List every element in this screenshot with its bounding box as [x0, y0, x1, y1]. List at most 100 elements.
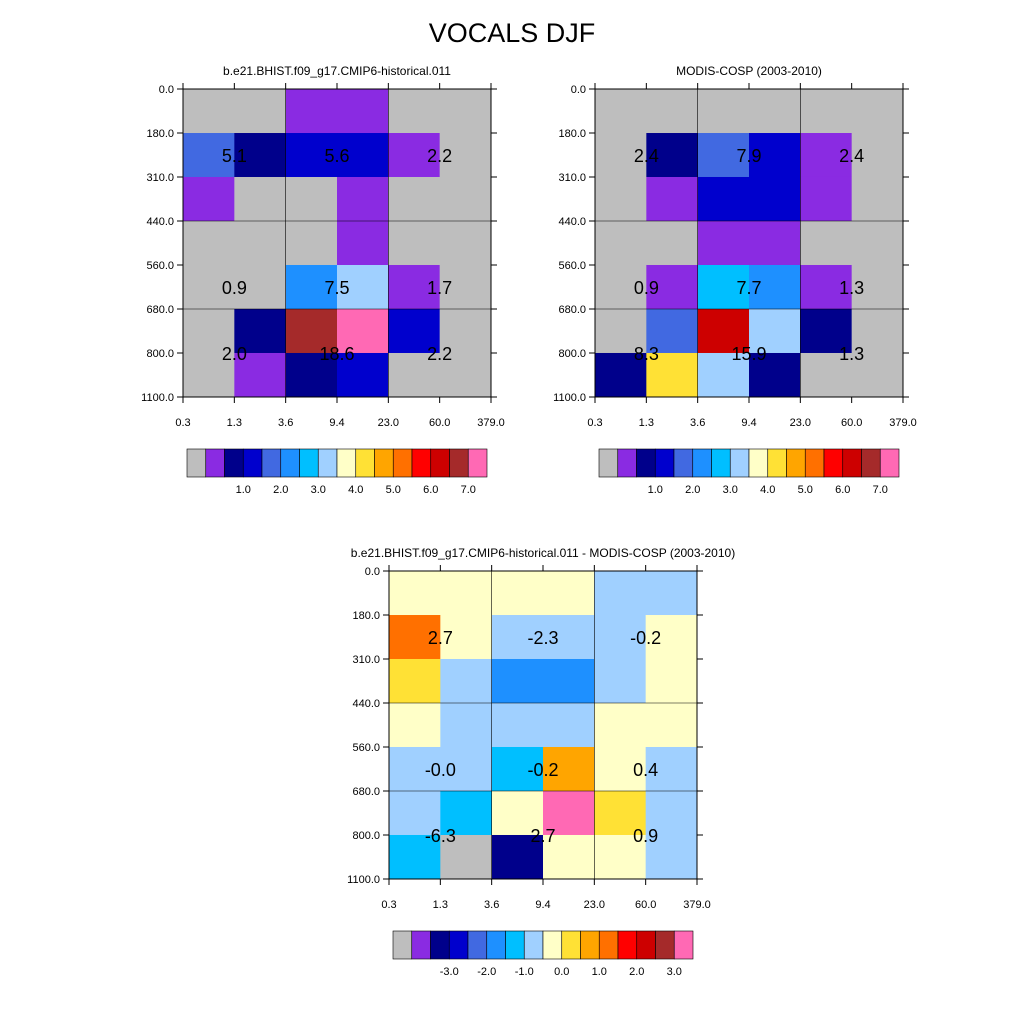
y-tick-label: 440.0: [352, 698, 380, 710]
heatmap-cell: [646, 221, 699, 266]
heatmap-cell: [439, 221, 492, 266]
colorbar-swatch: [448, 930, 469, 960]
colorbar-swatch: [786, 448, 806, 478]
x-tick-label: 60.0: [429, 417, 450, 429]
cell-value-label: 2.4: [634, 146, 659, 166]
heatmap-cell: [183, 309, 235, 354]
colorbar-swatch: [411, 930, 431, 960]
colorbar-label: 2.0: [629, 966, 644, 978]
colorbar-swatch: [280, 448, 300, 478]
heatmap-cell: [388, 133, 441, 178]
colorbar-swatch: [392, 448, 413, 478]
heatmap-cell: [439, 309, 492, 354]
colorbar-swatch: [617, 448, 637, 478]
cell-value-label: -0.0: [425, 760, 456, 780]
heatmap-cell: [337, 176, 389, 222]
heatmap-cell: [491, 703, 544, 748]
colorbar-swatch: [729, 448, 750, 478]
heatmap-cell: [800, 221, 853, 266]
y-tick-label: 800.0: [558, 348, 586, 360]
colorbar-swatch: [374, 448, 394, 478]
heatmap-cell: [595, 309, 647, 354]
y-tick-label: 800.0: [146, 348, 174, 360]
main-title: VOCALS DJF: [428, 18, 596, 48]
x-tick-label: 1.3: [227, 417, 242, 429]
colorbar-swatch: [711, 448, 731, 478]
heatmap-cell: [697, 221, 750, 266]
colorbar-swatch: [580, 930, 600, 960]
colorbar-swatch: [355, 448, 375, 478]
heatmap-cell: [183, 264, 235, 310]
heatmap-cell: [389, 746, 441, 792]
x-tick-label: 379.0: [477, 417, 505, 429]
heatmap-cell: [749, 264, 801, 310]
panel-title: b.e21.BHIST.f09_g17.CMIP6-historical.011…: [351, 546, 735, 560]
y-tick-label: 0.0: [571, 84, 586, 96]
heatmap-cell: [389, 571, 441, 616]
cell-value-label: 8.3: [634, 344, 659, 364]
cell-value-label: 0.9: [633, 826, 658, 846]
colorbar-swatch: [299, 448, 319, 478]
colorbar-swatch: [336, 448, 357, 478]
colorbar-swatch: [654, 448, 675, 478]
heatmap-cell: [594, 834, 647, 880]
x-tick-label: 0.3: [175, 417, 190, 429]
cell-value-label: 2.0: [222, 344, 247, 364]
x-tick-label: 1.3: [433, 899, 448, 911]
heatmap-cell: [645, 571, 698, 616]
y-tick-label: 560.0: [558, 260, 586, 272]
heatmap-cell: [491, 615, 544, 660]
colorbar-label: 6.0: [423, 484, 438, 496]
colorbar-swatch: [692, 448, 712, 478]
cell-value-label: 2.2: [427, 344, 452, 364]
heatmap-cell: [749, 176, 801, 222]
heatmap-cell: [646, 309, 699, 354]
colorbar-label: -1.0: [515, 966, 534, 978]
heatmap-cell: [646, 133, 699, 178]
y-tick-label: 310.0: [558, 172, 586, 184]
heatmap-cell: [800, 133, 853, 178]
colorbar-swatch: [636, 448, 656, 478]
x-tick-label: 379.0: [683, 899, 711, 911]
heatmap-cell: [851, 133, 904, 178]
heatmap-cell: [697, 133, 750, 178]
heatmap-cell: [491, 791, 544, 836]
heatmap-panel-observations: MODIS-COSP (2003-2010) 0.0 180.0 310.0 440.0…: [553, 64, 917, 496]
colorbar-label: 4.0: [348, 484, 363, 496]
colorbar-swatch: [486, 930, 506, 960]
cell-value-label: -0.2: [630, 628, 661, 648]
heatmap-cell: [285, 176, 338, 222]
colorbar-swatch: [748, 448, 769, 478]
heatmap-cell: [389, 834, 441, 880]
colorbar-label: 5.0: [386, 484, 401, 496]
cell-value-label: 2.4: [839, 146, 864, 166]
colorbar-swatch: [467, 448, 488, 478]
heatmap-cell: [440, 834, 493, 880]
heatmap-cell: [697, 176, 750, 222]
heatmap-cell: [697, 264, 750, 310]
heatmap-cell: [594, 615, 647, 660]
colorbar-swatch: [673, 448, 694, 478]
heatmap-cell: [543, 658, 595, 704]
heatmap-cell: [800, 309, 853, 354]
x-tick-label: 9.4: [329, 417, 344, 429]
y-tick-label: 310.0: [352, 654, 380, 666]
y-tick-label: 180.0: [352, 610, 380, 622]
colorbar-swatch: [542, 930, 563, 960]
colorbar-swatch: [673, 930, 694, 960]
heatmap-cell: [595, 89, 647, 134]
heatmap-cell: [595, 221, 647, 266]
colorbar-swatch: [186, 448, 207, 478]
x-tick-label: 0.3: [381, 899, 396, 911]
heatmap-cell: [594, 791, 647, 836]
heatmap-cell: [285, 309, 338, 354]
heatmap-cell: [440, 658, 493, 704]
heatmap-cell: [440, 615, 493, 660]
cell-value-label: 18.6: [319, 344, 354, 364]
heatmap-cell: [388, 352, 441, 398]
colorbar-swatch: [561, 930, 581, 960]
cell-value-label: 2.2: [427, 146, 452, 166]
y-tick-label: 440.0: [146, 216, 174, 228]
heatmap-cell: [543, 615, 595, 660]
panel-title: MODIS-COSP (2003-2010): [676, 64, 822, 78]
